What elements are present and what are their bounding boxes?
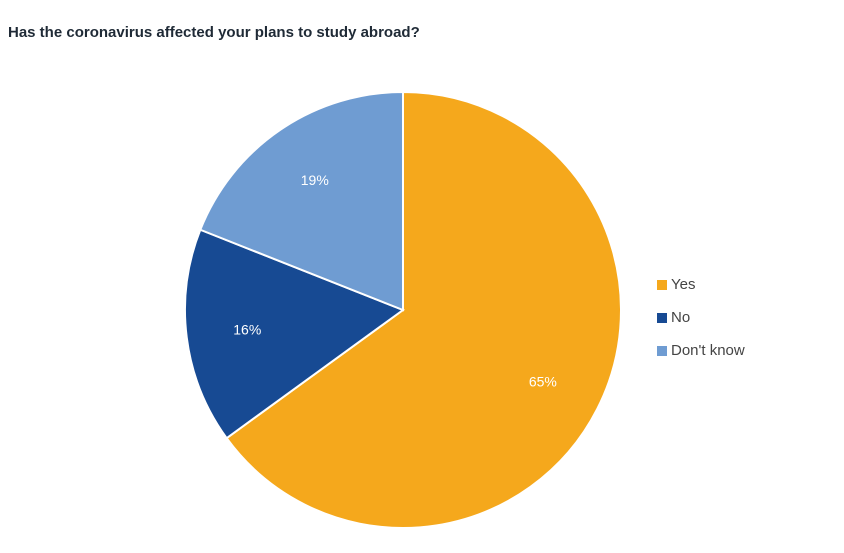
chart-title: Has the coronavirus affected your plans …	[8, 24, 420, 41]
pie-slice-no	[184, 228, 406, 440]
legend-label: No	[671, 309, 691, 326]
legend: Yes No Don't know	[657, 268, 745, 367]
data-label: 19%	[301, 172, 329, 188]
legend-item-yes: Yes	[657, 268, 745, 301]
legend-swatch	[657, 279, 667, 290]
legend-item-no: No	[657, 301, 745, 334]
legend-swatch	[657, 345, 667, 356]
legend-item-dont-know: Don't know	[657, 334, 745, 367]
legend-label: Don't know	[671, 342, 745, 359]
pie-slice-don-t-know	[199, 90, 404, 312]
data-label: 16%	[233, 322, 261, 338]
pie-slice-yes	[225, 90, 622, 529]
legend-label: Yes	[671, 276, 696, 293]
legend-swatch	[657, 312, 667, 323]
data-label: 65%	[529, 373, 557, 389]
